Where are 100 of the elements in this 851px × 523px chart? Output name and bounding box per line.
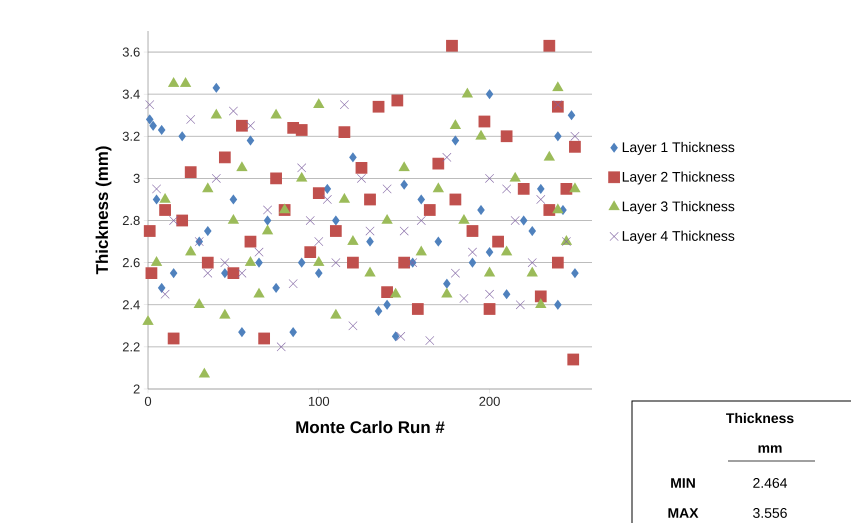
point <box>477 205 485 215</box>
point <box>381 286 393 298</box>
point <box>158 283 166 293</box>
x-tick-label: 100 <box>308 396 330 406</box>
point <box>297 163 306 172</box>
point <box>254 248 264 257</box>
point <box>332 216 340 226</box>
point <box>180 77 192 87</box>
point <box>536 194 546 204</box>
point <box>255 258 263 268</box>
point <box>184 166 197 178</box>
point <box>204 226 212 236</box>
point <box>158 125 166 135</box>
point <box>218 151 231 164</box>
point <box>450 194 462 206</box>
point <box>396 332 406 341</box>
point <box>244 236 256 248</box>
point <box>146 267 158 280</box>
point <box>516 300 525 310</box>
point <box>338 126 350 138</box>
point <box>246 121 255 130</box>
y-axis-title: Thickness (mm) <box>96 146 112 274</box>
point <box>338 193 350 203</box>
point <box>374 306 382 316</box>
point <box>567 354 580 366</box>
point <box>276 342 286 352</box>
point <box>418 194 425 204</box>
point <box>500 130 513 142</box>
point <box>390 288 402 298</box>
x-axis-title: Monte Carlo Run # <box>296 420 445 434</box>
point <box>441 288 452 298</box>
point <box>220 258 230 268</box>
point <box>236 162 248 172</box>
point <box>446 40 458 52</box>
y-tick-label: 2.4 <box>122 300 140 310</box>
point <box>144 225 156 237</box>
text: MAX <box>668 508 698 518</box>
point <box>313 98 324 108</box>
point <box>356 162 368 174</box>
point <box>254 288 264 298</box>
point <box>313 256 324 266</box>
point <box>485 174 494 183</box>
x-tick-label: 200 <box>479 396 500 406</box>
point <box>535 298 546 308</box>
point <box>146 114 154 124</box>
y-tick-label: 3.2 <box>122 132 140 141</box>
point <box>236 120 248 132</box>
point <box>552 100 564 113</box>
point <box>398 256 410 269</box>
point <box>270 172 282 184</box>
legend-label: Layer 1 Thickness <box>622 142 734 155</box>
point <box>356 174 366 183</box>
point <box>185 246 196 256</box>
point <box>212 82 220 93</box>
point <box>571 268 579 278</box>
point <box>518 183 530 195</box>
point <box>315 268 323 278</box>
point <box>528 226 536 236</box>
point <box>219 309 230 319</box>
point <box>176 214 188 226</box>
point <box>228 267 240 280</box>
point <box>198 368 210 378</box>
point <box>202 182 214 192</box>
point <box>432 182 444 192</box>
text: 3.556 <box>753 508 787 518</box>
point <box>244 256 256 266</box>
point <box>230 194 238 204</box>
point <box>365 226 375 236</box>
point <box>520 216 528 226</box>
point <box>272 283 280 293</box>
point <box>554 300 562 310</box>
point <box>304 246 316 258</box>
y-tick-label: 2.6 <box>122 258 140 268</box>
point <box>510 172 521 182</box>
point <box>322 194 332 204</box>
point <box>560 183 572 195</box>
point <box>210 108 222 119</box>
y-tick-label: 2.8 <box>122 216 140 226</box>
point <box>485 290 494 299</box>
x-tick-label: 0 <box>144 396 152 406</box>
point <box>289 327 297 338</box>
point <box>364 266 376 276</box>
point <box>160 290 170 299</box>
y-tick-label: 3.4 <box>122 90 140 99</box>
point <box>392 331 400 342</box>
point <box>298 258 306 268</box>
point <box>424 204 436 216</box>
point <box>468 258 476 268</box>
point <box>570 132 580 141</box>
point <box>398 162 410 172</box>
point <box>228 214 239 224</box>
point <box>258 332 270 344</box>
point <box>372 100 384 113</box>
point <box>501 246 512 256</box>
point <box>151 256 162 266</box>
point <box>168 332 180 344</box>
point <box>442 152 452 162</box>
point <box>528 258 537 268</box>
point <box>152 194 160 204</box>
point <box>554 131 562 142</box>
